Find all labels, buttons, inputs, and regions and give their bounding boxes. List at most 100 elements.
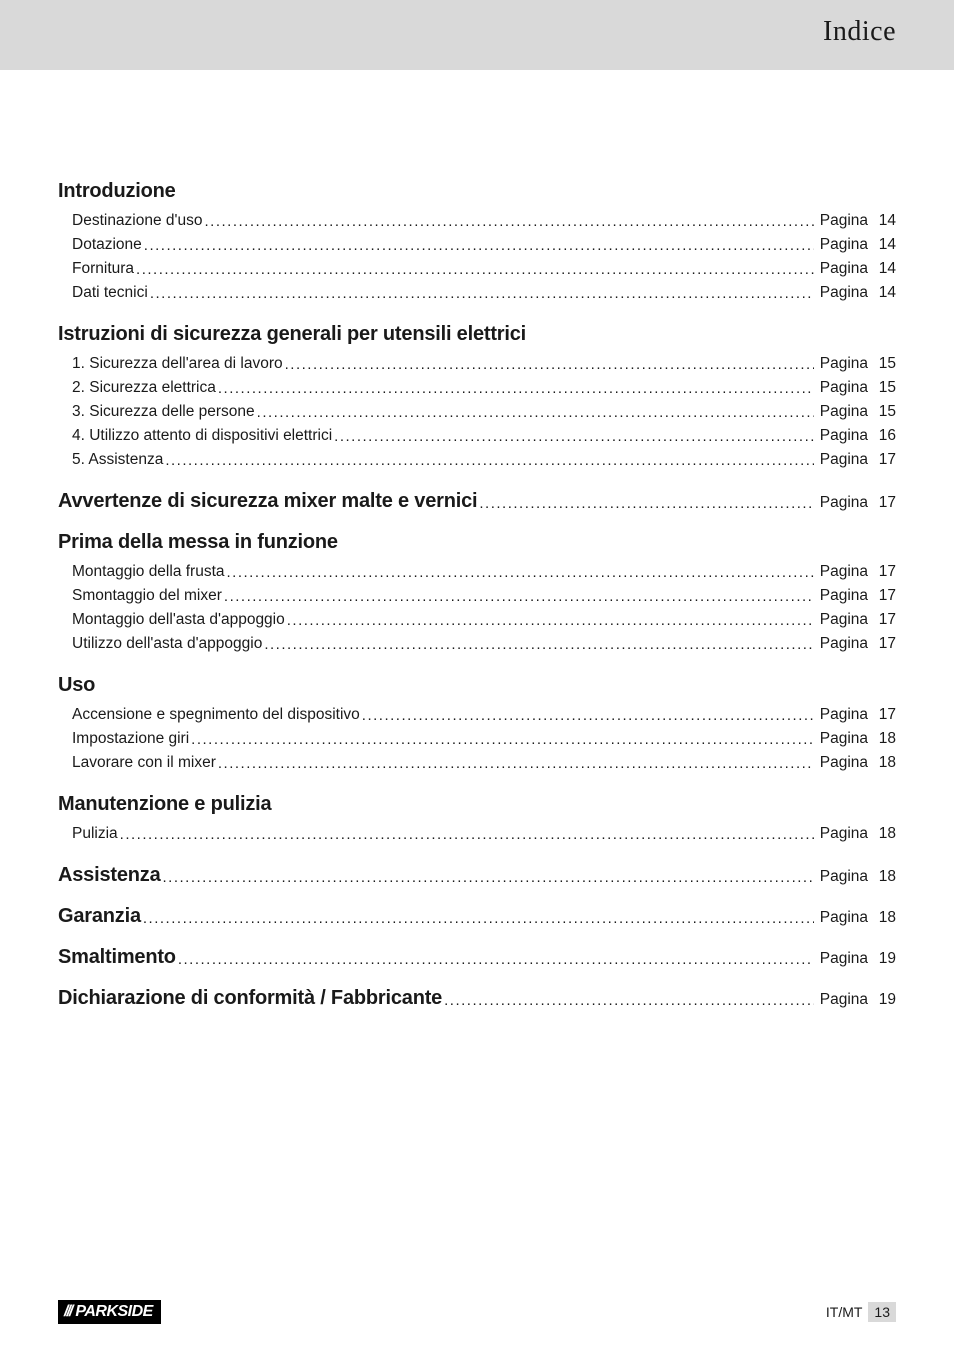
toc-entry: Pulizia Pagina18 <box>72 822 896 846</box>
leader-dots <box>479 495 813 512</box>
toc-heading-line: Dichiarazione di conformità / Fabbricant… <box>58 987 896 1010</box>
toc-entry: FornituraPagina14 <box>72 257 896 281</box>
page-number: 14 <box>868 281 896 305</box>
leader-dots <box>165 449 813 472</box>
toc-entry-label: Smontaggio del mixer <box>72 584 222 608</box>
page-word: Pagina <box>816 608 868 632</box>
leader-dots <box>227 561 814 584</box>
page-word: Pagina <box>816 560 868 584</box>
toc-entry-label: Montaggio della frusta <box>72 560 225 584</box>
toc-section: Garanzia Pagina18 <box>58 905 896 928</box>
toc-section: Avvertenze di sicurezza mixer malte e ve… <box>58 490 896 513</box>
toc-entry: Montaggio dell'asta d'appoggioPagina17 <box>72 608 896 632</box>
page-number: 19 <box>868 991 896 1009</box>
footer-page-info: IT/MT 13 <box>826 1302 896 1322</box>
toc-section: Dichiarazione di conformità / Fabbricant… <box>58 987 896 1010</box>
leader-dots <box>218 377 814 400</box>
page-word: Pagina <box>816 494 868 512</box>
page-number: 18 <box>868 822 896 846</box>
leader-dots <box>205 210 814 233</box>
toc-entry: Utilizzo dell'asta d'appoggioPagina17 <box>72 632 896 656</box>
toc-entry-label: 2. Sicurezza elettrica <box>72 376 216 400</box>
page-word: Pagina <box>816 991 868 1009</box>
brand-name: PARKSIDE <box>75 1303 153 1321</box>
page-number: 18 <box>868 868 896 886</box>
page-word: Pagina <box>816 400 868 424</box>
section-heading: Istruzioni di sicurezza generali per ute… <box>58 323 896 346</box>
brand-logo: /// PARKSIDE <box>58 1300 161 1324</box>
page-number: 16 <box>868 424 896 448</box>
page-word: Pagina <box>816 727 868 751</box>
page-word: Pagina <box>816 909 868 927</box>
page-word: Pagina <box>816 352 868 376</box>
toc-entry-label: 5. Assistenza <box>72 448 163 472</box>
page-number: 17 <box>868 584 896 608</box>
leader-dots <box>178 951 814 968</box>
toc-entry-label: Pulizia <box>72 822 118 846</box>
page-number: 14 <box>868 257 896 281</box>
toc-heading-line: Smaltimento Pagina19 <box>58 946 896 969</box>
toc-entry: Accensione e spegnimento del dispositivo… <box>72 703 896 727</box>
section-heading: Uso <box>58 674 896 697</box>
toc-entry: Smontaggio del mixer Pagina17 <box>72 584 896 608</box>
toc-entry-label: Dati tecnici <box>72 281 148 305</box>
toc-entry-label: 4. Utilizzo attento di dispositivi elett… <box>72 424 332 448</box>
leader-dots <box>444 992 814 1009</box>
footer-language: IT/MT <box>826 1304 863 1320</box>
page-word: Pagina <box>816 233 868 257</box>
toc-entry: 2. Sicurezza elettrica Pagina15 <box>72 376 896 400</box>
leader-dots <box>285 353 814 376</box>
section-heading: Dichiarazione di conformità / Fabbricant… <box>58 987 442 1010</box>
page-word: Pagina <box>816 584 868 608</box>
toc-entry-label: 3. Sicurezza delle persone <box>72 400 255 424</box>
page-word: Pagina <box>816 703 868 727</box>
page-word: Pagina <box>816 950 868 968</box>
page-word: Pagina <box>816 632 868 656</box>
toc-heading-line: Avvertenze di sicurezza mixer malte e ve… <box>58 490 896 513</box>
page-word: Pagina <box>816 822 868 846</box>
leader-dots <box>224 585 814 608</box>
page-word: Pagina <box>816 448 868 472</box>
leader-dots <box>144 234 814 257</box>
toc-entry-label: 1. Sicurezza dell'area di lavoro <box>72 352 283 376</box>
page-number: 18 <box>868 751 896 775</box>
section-heading: Assistenza <box>58 864 161 887</box>
section-heading: Prima della messa in funzione <box>58 531 896 554</box>
page-number: 14 <box>868 233 896 257</box>
section-heading: Smaltimento <box>58 946 176 969</box>
toc-entry: Lavorare con il mixerPagina18 <box>72 751 896 775</box>
page-word: Pagina <box>816 424 868 448</box>
toc-entry-label: Destinazione d'uso <box>72 209 203 233</box>
section-heading: Garanzia <box>58 905 141 928</box>
page-number: 17 <box>868 632 896 656</box>
leader-dots <box>264 633 813 656</box>
page-number: 17 <box>868 560 896 584</box>
leader-dots <box>287 609 814 632</box>
toc-entry: Dati tecniciPagina14 <box>72 281 896 305</box>
toc-entry: Destinazione d'usoPagina14 <box>72 209 896 233</box>
leader-dots <box>120 823 814 846</box>
section-heading: Introduzione <box>58 180 896 203</box>
page-section-title: Indice <box>823 16 896 48</box>
section-heading: Manutenzione e pulizia <box>58 793 896 816</box>
toc-section: IntroduzioneDestinazione d'usoPagina14Do… <box>58 180 896 305</box>
page-word: Pagina <box>816 257 868 281</box>
page-number: 15 <box>868 376 896 400</box>
leader-dots <box>362 704 814 727</box>
page-number: 17 <box>868 608 896 632</box>
toc-entry: Impostazione giriPagina18 <box>72 727 896 751</box>
leader-dots <box>257 401 814 424</box>
toc-entry-label: Dotazione <box>72 233 142 257</box>
toc-entry-label: Impostazione giri <box>72 727 189 751</box>
toc-entry: 5. AssistenzaPagina17 <box>72 448 896 472</box>
page-number: 18 <box>868 909 896 927</box>
toc-section: Smaltimento Pagina19 <box>58 946 896 969</box>
leader-dots <box>150 282 814 305</box>
toc-heading-line: Garanzia Pagina18 <box>58 905 896 928</box>
toc-section: Manutenzione e pulizia Pulizia Pagina18 <box>58 793 896 846</box>
page-number: 17 <box>868 494 896 512</box>
page-number: 19 <box>868 950 896 968</box>
page-footer: /// PARKSIDE IT/MT 13 <box>0 1300 954 1324</box>
header-bar: Indice <box>0 0 954 70</box>
page-word: Pagina <box>816 376 868 400</box>
